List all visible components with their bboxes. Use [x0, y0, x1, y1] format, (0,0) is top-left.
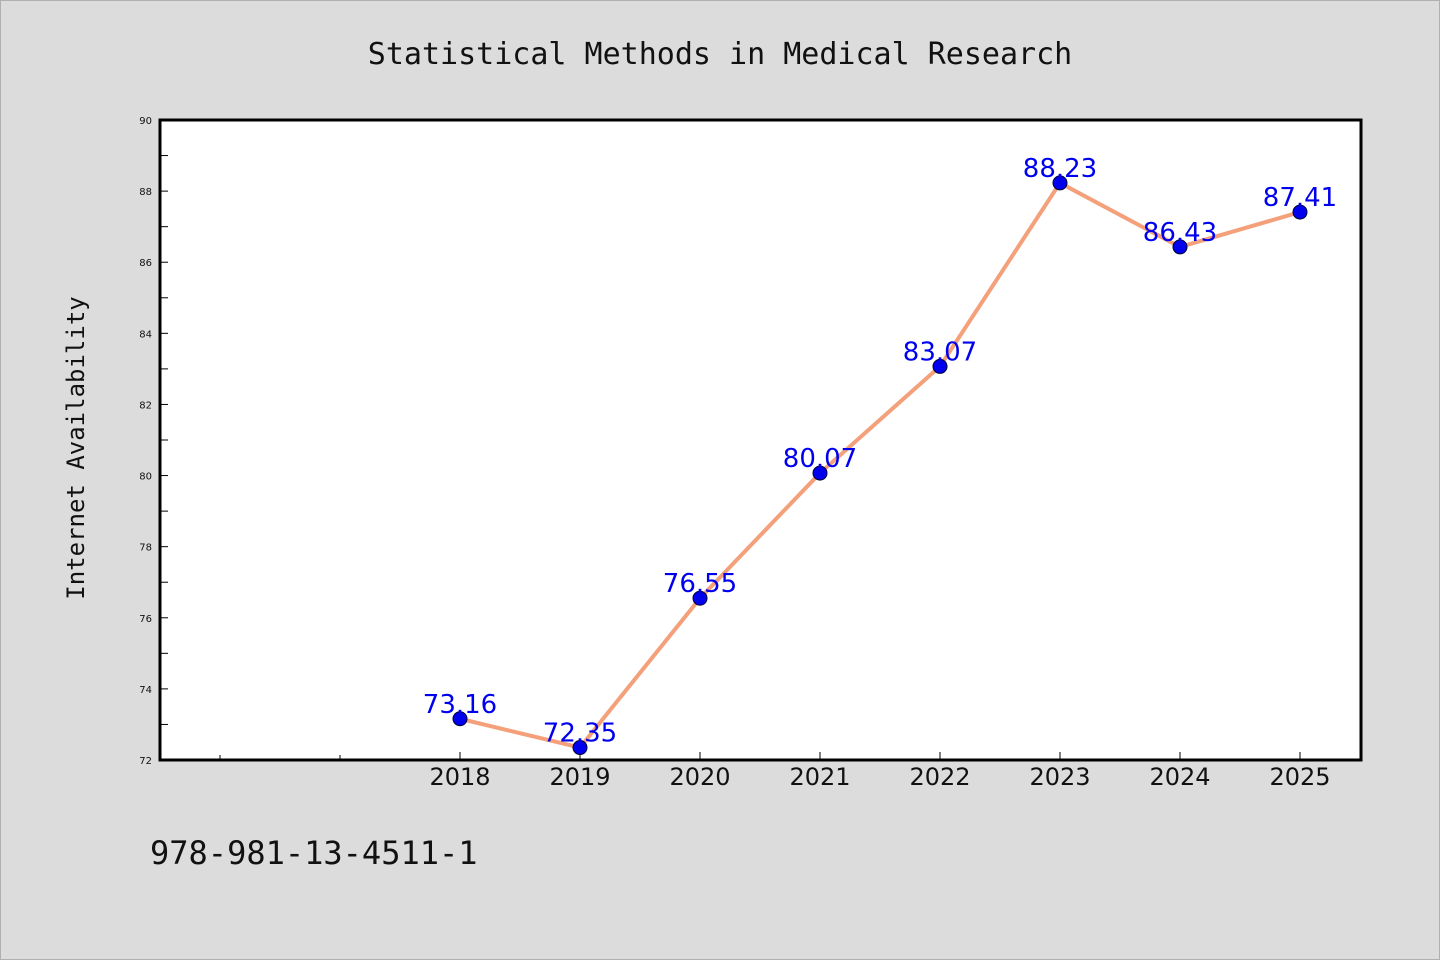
- y-axis-ticks: 72 74 76 78 80 82 84 86 88 90: [139, 116, 168, 767]
- data-labels: 73.16 72.35 76.55 80.07 83.07 88.23 86.43 87.41: [423, 154, 1337, 749]
- data-label: 88.23: [1023, 154, 1097, 184]
- x-tick-label: 2019: [549, 763, 610, 791]
- data-label: 72.35: [543, 719, 617, 749]
- data-markers: [452, 175, 1308, 756]
- y-tick-label: 74: [139, 685, 152, 696]
- data-label: 80.07: [783, 444, 857, 474]
- data-label: 87.41: [1263, 183, 1337, 213]
- data-point-marker: [452, 711, 468, 727]
- y-tick-label: 80: [139, 472, 152, 483]
- y-tick-label: 90: [139, 116, 152, 127]
- chart-title: Statistical Methods in Medical Research: [368, 37, 1072, 72]
- y-tick-label: 72: [139, 756, 152, 767]
- data-point-marker: [1052, 175, 1068, 191]
- minor-ticks: [160, 155, 341, 760]
- y-tick-label: 84: [139, 329, 152, 340]
- data-point-marker: [932, 358, 948, 374]
- y-axis-label: Internet Availability: [62, 296, 90, 599]
- data-label: 73.16: [423, 690, 497, 720]
- x-tick-label: 2020: [669, 763, 730, 791]
- data-point-marker: [692, 590, 708, 606]
- data-point-marker: [812, 465, 828, 481]
- x-tick-label: 2021: [789, 763, 850, 791]
- y-tick-label: 82: [139, 400, 152, 411]
- x-axis-ticks: 2018 2019 2020 2021 2022 2023 2024 2025: [429, 752, 1331, 791]
- series-line: [459, 180, 1301, 750]
- x-tick-label: 2018: [429, 763, 490, 791]
- series-line-group: [459, 180, 1301, 750]
- y-tick-label: 88: [139, 187, 152, 198]
- y-tick-label: 76: [139, 614, 152, 625]
- data-point-marker: [1292, 204, 1308, 220]
- data-point-marker: [572, 740, 588, 756]
- data-label: 83.07: [903, 337, 977, 367]
- x-tick-label: 2022: [909, 763, 970, 791]
- plot-area: [158, 118, 1363, 762]
- x-tick-label: 2025: [1269, 763, 1330, 791]
- y-tick-label: 86: [139, 258, 152, 269]
- x-tick-label: 2023: [1029, 763, 1090, 791]
- isbn-text: 978-981-13-4511-1: [150, 834, 478, 872]
- data-label: 86.43: [1143, 218, 1217, 248]
- data-point-marker: [1172, 239, 1188, 255]
- data-label: 76.55: [663, 569, 737, 599]
- y-tick-label: 78: [139, 543, 152, 554]
- x-tick-label: 2024: [1149, 763, 1210, 791]
